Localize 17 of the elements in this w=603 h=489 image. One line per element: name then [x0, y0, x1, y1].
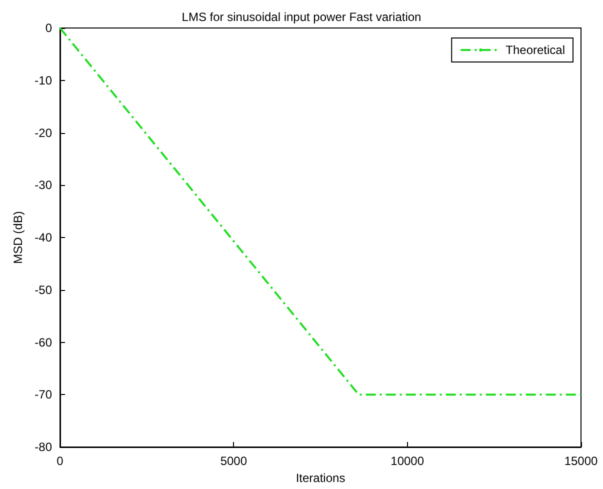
x-tick-label: 15000: [564, 454, 598, 468]
chart-title: LMS for sinusoidal input power Fast variation: [182, 10, 422, 24]
y-tick-label: -10: [34, 73, 52, 88]
y-tick-label: -60: [34, 335, 52, 350]
y-tick-label: 0: [45, 21, 52, 35]
y-axis-title: MSD (dB): [10, 211, 25, 264]
y-tick-label: -40: [34, 230, 52, 244]
y-tick-label: -30: [34, 178, 52, 192]
y-tick-label: -20: [34, 126, 52, 140]
y-tick-label: -80: [34, 440, 52, 454]
legend-label: Theoretical: [506, 43, 566, 57]
x-axis-title: Iterations: [296, 470, 346, 485]
x-tick-label: 5000: [220, 454, 248, 468]
y-tick-label: -50: [34, 282, 52, 297]
y-tick-label: -70: [34, 388, 52, 402]
x-tick-label: 10000: [390, 454, 424, 468]
x-tick-label: 0: [56, 454, 64, 468]
